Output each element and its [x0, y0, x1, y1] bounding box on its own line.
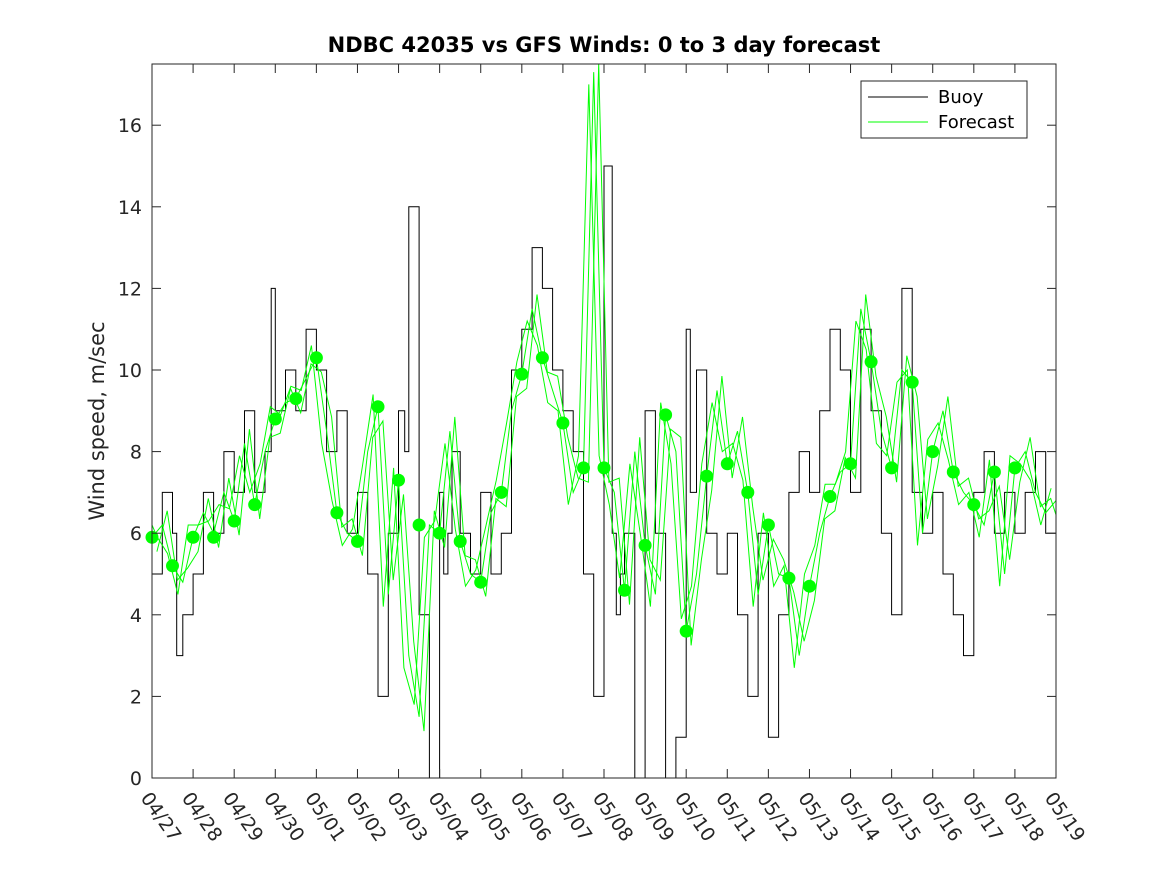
y-tick-label: 16	[118, 115, 142, 137]
forecast-marker	[515, 367, 529, 381]
forecast-marker	[556, 416, 570, 430]
forecast-marker	[453, 534, 467, 548]
forecast-marker	[659, 408, 673, 422]
forecast-marker	[433, 526, 447, 540]
forecast-marker	[926, 445, 940, 459]
forecast-marker	[1008, 461, 1022, 475]
chart-title: NDBC 42035 vs GFS Winds: 0 to 3 day fore…	[328, 33, 881, 57]
forecast-marker	[967, 498, 981, 512]
forecast-marker	[351, 534, 364, 548]
y-tick-label: 12	[118, 278, 142, 300]
forecast-marker	[577, 461, 590, 475]
forecast-marker	[494, 485, 508, 499]
legend-forecast-label: Forecast	[938, 112, 1014, 133]
forecast-marker	[412, 518, 426, 532]
y-tick-label: 4	[130, 605, 142, 627]
legend-box	[860, 80, 1028, 139]
y-tick-label: 10	[118, 360, 142, 382]
forecast-marker	[268, 412, 282, 426]
forecast-marker	[987, 465, 1001, 479]
y-tick-label: 6	[130, 523, 142, 545]
forecast-marker	[679, 624, 693, 638]
forecast-marker	[309, 351, 323, 365]
y-tick-label: 0	[130, 768, 142, 790]
y-tick-label: 8	[130, 442, 142, 464]
forecast-marker	[700, 469, 714, 483]
y-tick-label: 2	[130, 686, 142, 708]
forecast-marker	[844, 457, 857, 471]
forecast-marker	[741, 485, 755, 499]
forecast-marker	[186, 530, 200, 544]
forecast-marker	[946, 465, 960, 479]
forecast-marker	[535, 351, 549, 365]
legend-buoy-label: Buoy	[938, 87, 984, 108]
forecast-marker	[761, 518, 775, 532]
forecast-marker	[392, 473, 405, 487]
forecast-marker	[720, 457, 734, 471]
forecast-marker	[618, 583, 631, 597]
forecast-series-line-variant	[151, 84, 1052, 705]
forecast-marker	[905, 375, 919, 389]
forecast-marker	[864, 355, 878, 369]
y-ticks: 0 2 4 6 8 10 12 14 16	[118, 115, 1056, 790]
series-layer	[145, 63, 1057, 779]
forecast-marker	[885, 461, 899, 475]
forecast-marker	[371, 400, 385, 414]
forecast-marker	[227, 514, 241, 528]
y-tick-label: 14	[118, 197, 142, 219]
forecast-marker	[330, 506, 344, 520]
forecast-marker	[207, 530, 221, 544]
y-axis-label: Wind speed, m/sec	[85, 321, 109, 520]
forecast-marker	[823, 490, 837, 503]
forecast-marker	[638, 538, 652, 552]
forecast-marker	[289, 392, 303, 406]
forecast-series-line-variant	[156, 63, 1057, 732]
forecast-marker	[474, 575, 488, 589]
forecast-marker	[597, 461, 611, 475]
forecast-marker	[782, 571, 796, 585]
forecast-marker	[803, 579, 816, 593]
legend: Buoy Forecast	[860, 80, 1028, 139]
forecast-marker	[248, 498, 262, 512]
forecast-marker	[166, 559, 179, 573]
